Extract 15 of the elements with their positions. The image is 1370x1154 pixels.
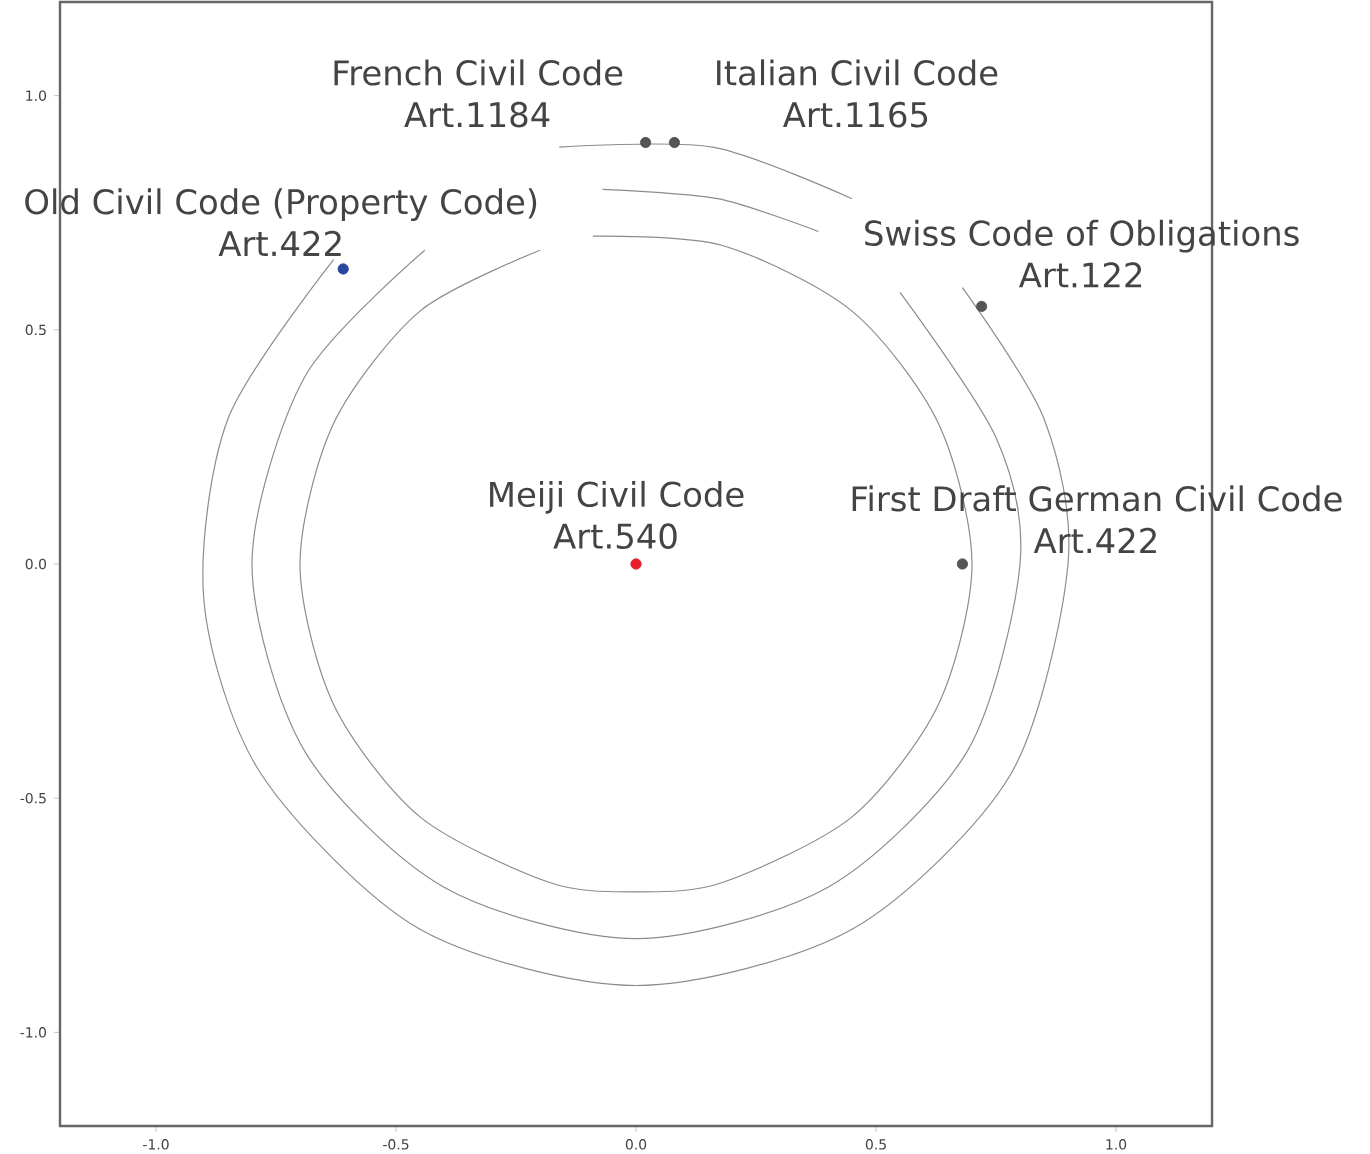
annotation: Art.122 — [1018, 262, 1142, 288]
annotation: Art.422 — [1033, 527, 1156, 553]
point — [337, 263, 349, 275]
annotation: Meiji Civil Code — [490, 480, 744, 514]
annotation: Art.540 — [553, 523, 677, 549]
point — [640, 136, 652, 149]
point — [956, 558, 968, 570]
point — [976, 300, 988, 312]
annotation: Art.422 — [218, 230, 341, 256]
point — [630, 558, 642, 570]
annotation: French Civil Code — [334, 59, 623, 86]
annotation: Art.1184 — [404, 101, 550, 128]
point — [668, 136, 680, 149]
annotation: Art.1165 — [782, 101, 928, 128]
annotation: Italian Civil Code — [717, 59, 998, 86]
